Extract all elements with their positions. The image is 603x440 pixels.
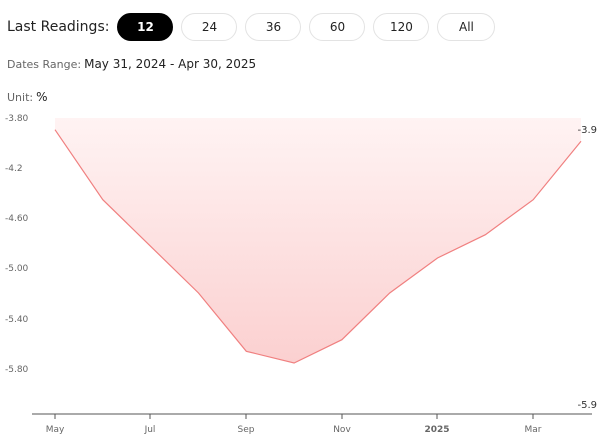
range-button-120[interactable]: 120 [373, 13, 430, 41]
x-tick-label: Nov [333, 425, 351, 435]
x-tick-label: Mar [525, 425, 542, 435]
y-tick-label: -3.80 [5, 114, 29, 124]
unit-row: Unit:% [7, 90, 48, 104]
range-button-24[interactable]: 24 [181, 13, 238, 41]
x-tick-label: 2025 [424, 425, 449, 435]
unit-value: % [36, 90, 48, 104]
dates-range-value: May 31, 2024 - Apr 30, 2025 [84, 57, 257, 71]
x-tick-label: Jul [144, 425, 156, 435]
range-button-12[interactable]: 12 [117, 13, 174, 41]
y-tick-label: -5.80 [5, 365, 29, 375]
y-tick-label: -5.40 [5, 315, 29, 325]
unit-label: Unit: [7, 91, 34, 104]
last-readings-label: Last Readings: [7, 19, 110, 35]
range-button-60[interactable]: 60 [309, 13, 366, 41]
area-fill [55, 118, 581, 363]
range-button-36[interactable]: 36 [245, 13, 302, 41]
y-tick-label: -5.00 [5, 264, 29, 274]
series-line [54, 129, 582, 364]
range-button-all[interactable]: All [437, 13, 496, 41]
min-value-label: -5.9 [577, 400, 597, 411]
y-tick-label: -4.60 [5, 214, 29, 224]
dates-range-row: Dates Range: May 31, 2024 - Apr 30, 2025 [7, 57, 256, 71]
x-tick-label: May [46, 425, 65, 435]
dates-range-label: Dates Range: [7, 58, 82, 71]
max-value-label: -3.9 [577, 125, 597, 136]
y-tick-label: -4.2 [5, 164, 23, 174]
last-readings-bar: Last Readings: 12 24 36 60 120 All [7, 13, 503, 41]
x-tick-label: Sep [238, 425, 255, 435]
